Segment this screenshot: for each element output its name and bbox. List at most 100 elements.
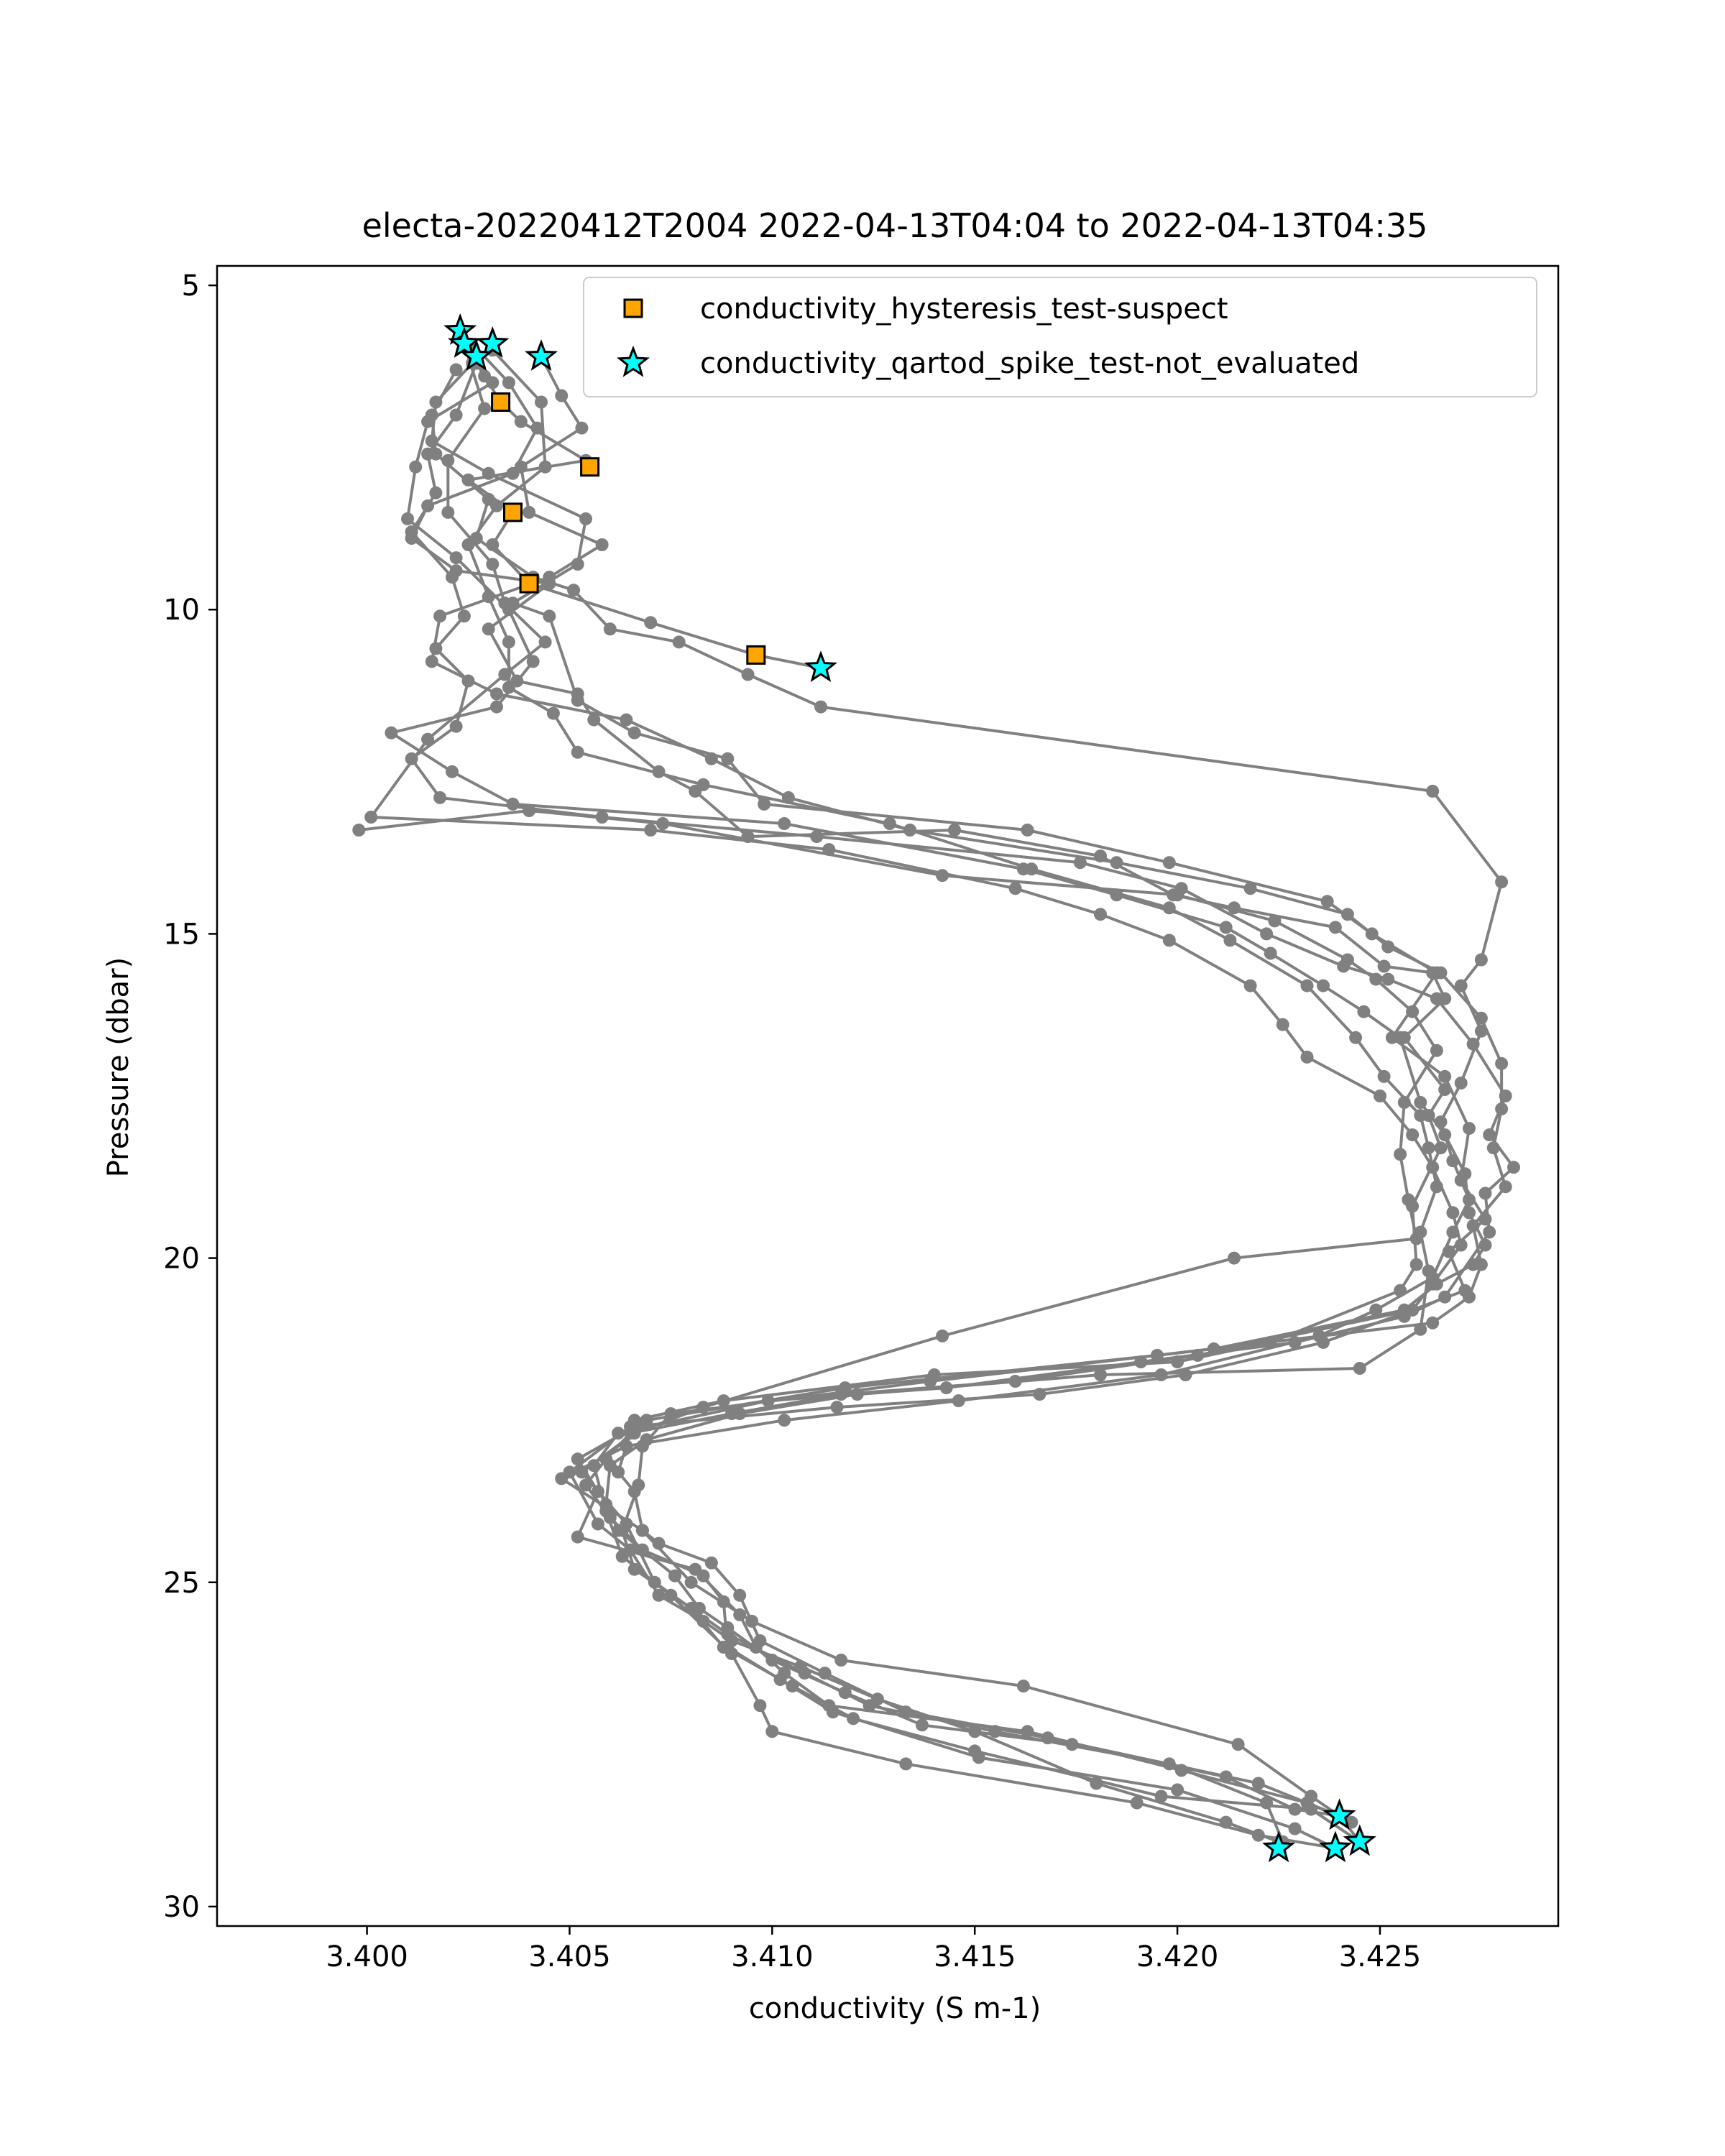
profile-point bbox=[526, 655, 540, 668]
profile-point bbox=[498, 668, 512, 681]
profile-point bbox=[449, 719, 463, 733]
profile-point bbox=[1507, 1161, 1520, 1174]
profile-point bbox=[571, 694, 584, 707]
spike-not-evaluated-marker bbox=[1322, 1798, 1356, 1830]
profile-point bbox=[1426, 1161, 1440, 1174]
profile-point bbox=[482, 622, 495, 636]
profile-point bbox=[1340, 908, 1354, 921]
profile-point bbox=[603, 1459, 617, 1473]
axes: 3.400 3.405 3.410 3.415 3.420 3.425 5 10 15 20 25 3… bbox=[163, 264, 1560, 1973]
profile-point bbox=[704, 1556, 718, 1570]
y-tick-label: 20 bbox=[163, 1243, 200, 1276]
profile-point bbox=[635, 1524, 649, 1537]
profile-point bbox=[401, 512, 414, 525]
profile-point bbox=[948, 824, 961, 837]
profile-point bbox=[1466, 1219, 1480, 1233]
profile-point bbox=[446, 765, 459, 778]
profile-point bbox=[1483, 1225, 1496, 1239]
profile-point bbox=[1162, 901, 1176, 915]
profile-point bbox=[758, 797, 771, 811]
profile-point bbox=[903, 824, 916, 837]
spike-not-evaluated-marker bbox=[1261, 1830, 1296, 1863]
profile-point bbox=[1406, 1303, 1420, 1317]
profile-point bbox=[620, 1517, 633, 1531]
profile-point bbox=[648, 1575, 661, 1589]
profile-point bbox=[668, 1569, 681, 1583]
profile-point bbox=[924, 1375, 937, 1388]
profile-point bbox=[644, 824, 658, 837]
profile-point bbox=[1474, 1024, 1488, 1038]
profile-point bbox=[733, 1588, 747, 1602]
profile-line-4 bbox=[466, 349, 1438, 1818]
profile-point bbox=[822, 1699, 836, 1713]
profile-point bbox=[1402, 1193, 1415, 1207]
profile-point bbox=[502, 681, 515, 694]
profile-point bbox=[1268, 914, 1282, 928]
profile-point bbox=[449, 363, 463, 377]
profile-point bbox=[652, 1537, 666, 1550]
profile-point bbox=[1369, 972, 1383, 986]
profile-point bbox=[745, 1614, 759, 1628]
spike-not-evaluated-marker bbox=[476, 326, 510, 358]
profile-point bbox=[478, 402, 492, 415]
profile-point bbox=[1406, 1128, 1420, 1142]
y-tick-label: 25 bbox=[163, 1567, 200, 1600]
profile-point bbox=[1094, 1368, 1107, 1381]
hysteresis-suspect-marker bbox=[491, 392, 511, 412]
profile-point bbox=[834, 1654, 848, 1667]
profile-point bbox=[1171, 1783, 1184, 1797]
profile-point bbox=[1409, 1232, 1423, 1245]
profile-point bbox=[778, 1667, 791, 1680]
profile-point bbox=[523, 804, 536, 817]
profile-point bbox=[575, 421, 589, 435]
profile-point bbox=[1414, 1096, 1427, 1109]
profile-point bbox=[1394, 1148, 1407, 1161]
profile-point bbox=[1021, 824, 1034, 837]
profile-point bbox=[486, 558, 500, 571]
profile-point bbox=[1008, 882, 1022, 895]
profile-point bbox=[1073, 856, 1087, 870]
profile-point bbox=[1110, 856, 1123, 870]
profile-point bbox=[506, 797, 520, 811]
profile-point bbox=[1264, 946, 1277, 960]
profile-point bbox=[1446, 1154, 1460, 1168]
profile-point bbox=[446, 571, 459, 584]
profile-point bbox=[1478, 1187, 1492, 1200]
profile-point bbox=[1434, 966, 1448, 980]
profile-point bbox=[1454, 979, 1468, 992]
profile-point bbox=[1397, 1096, 1411, 1109]
profile-point bbox=[753, 1699, 767, 1713]
profile-point bbox=[385, 726, 398, 740]
x-tick-label: 3.400 bbox=[326, 1940, 408, 1973]
spike-not-evaluated-marker bbox=[459, 339, 493, 371]
legend-spike-swatch bbox=[616, 345, 650, 377]
profile-point bbox=[1434, 1141, 1448, 1155]
profile-point bbox=[1288, 1802, 1302, 1816]
profile-point bbox=[1016, 1680, 1030, 1693]
x-tick-label: 3.405 bbox=[528, 1940, 611, 1973]
profile-point bbox=[936, 869, 949, 883]
profile-point bbox=[1357, 1005, 1371, 1018]
profile-point bbox=[656, 817, 670, 830]
profile-point bbox=[1422, 1141, 1435, 1155]
spike-not-evaluated-marker bbox=[1343, 1824, 1376, 1856]
profile-point bbox=[644, 616, 658, 630]
profile-point bbox=[696, 778, 710, 791]
profile-point bbox=[915, 1718, 929, 1732]
chart-title: electa-20220412T2004 2022-04-13T04:04 to… bbox=[362, 206, 1428, 245]
profile-point bbox=[457, 609, 471, 623]
profile-point bbox=[1317, 979, 1330, 992]
profile-point bbox=[1320, 895, 1334, 908]
profile-point bbox=[1426, 1316, 1440, 1330]
y-tick-label: 10 bbox=[163, 594, 200, 627]
hysteresis-suspect-marker bbox=[519, 573, 539, 594]
profile-point bbox=[449, 408, 463, 422]
profile-point bbox=[441, 505, 455, 519]
profile-point bbox=[1276, 1018, 1289, 1031]
profile-point bbox=[523, 505, 536, 519]
profile-point bbox=[1463, 1206, 1476, 1220]
profile-point bbox=[1312, 1329, 1326, 1342]
profile-point bbox=[781, 791, 795, 804]
profile-point bbox=[567, 584, 581, 597]
